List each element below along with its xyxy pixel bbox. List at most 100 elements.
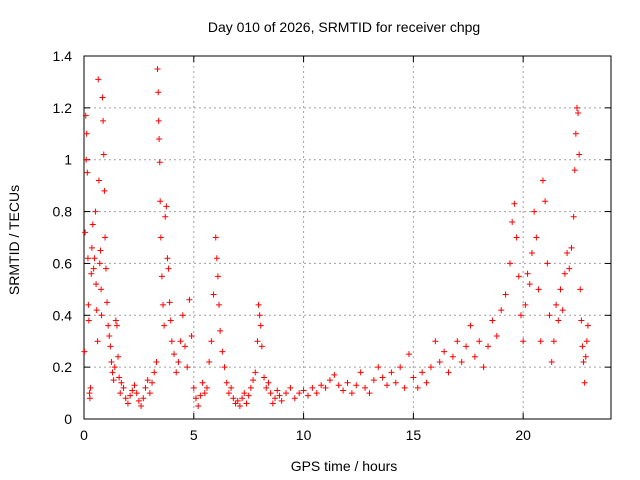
data-point [531, 208, 538, 215]
data-point [228, 384, 235, 391]
data-point [93, 307, 100, 314]
data-point [131, 382, 138, 389]
data-point [106, 333, 113, 340]
data-point [102, 234, 109, 241]
data-point [252, 369, 259, 376]
data-point [99, 94, 106, 101]
data-point [463, 343, 470, 350]
data-point [146, 390, 153, 397]
data-point [584, 322, 591, 329]
data-point [104, 299, 111, 306]
data-point [572, 130, 579, 137]
data-point [344, 379, 351, 386]
data-point [254, 338, 261, 345]
data-point [579, 343, 586, 350]
data-point [502, 291, 509, 298]
data-point [214, 273, 221, 280]
data-point [436, 358, 443, 365]
data-point [208, 338, 215, 345]
data-point [113, 322, 120, 329]
data-point [85, 317, 92, 324]
data-point [107, 343, 114, 350]
data-point [129, 387, 136, 394]
data-point [105, 322, 112, 329]
data-point [82, 112, 89, 119]
data-point [160, 301, 167, 308]
data-point [583, 338, 590, 345]
data-point [283, 390, 290, 397]
data-point [267, 390, 274, 397]
data-point [98, 286, 105, 293]
data-point [379, 374, 386, 381]
data-point [239, 395, 246, 402]
data-point [445, 369, 452, 376]
data-point [98, 312, 105, 319]
data-point [212, 234, 219, 241]
data-point [366, 390, 373, 397]
data-point [96, 260, 103, 267]
data-point [458, 358, 465, 365]
data-point [576, 151, 583, 158]
data-point [471, 353, 478, 360]
data-point [108, 358, 115, 365]
data-point [544, 260, 551, 267]
data-point [140, 395, 147, 402]
data-point [156, 159, 163, 166]
data-point [265, 379, 272, 386]
data-point [127, 392, 134, 399]
y-tick-label: 1.4 [53, 48, 73, 64]
data-point [542, 198, 549, 205]
data-point [221, 364, 228, 371]
data-point [122, 395, 129, 402]
data-point [550, 338, 557, 345]
data-point [582, 353, 589, 360]
data-point [89, 221, 96, 228]
data-point [533, 234, 540, 241]
data-point [524, 270, 531, 277]
data-point [144, 377, 151, 384]
data-point [197, 392, 204, 399]
data-point [555, 317, 562, 324]
data-point [573, 104, 580, 111]
data-point [111, 364, 118, 371]
data-point [392, 379, 399, 386]
data-point [155, 89, 162, 96]
data-point [322, 384, 329, 391]
data-point [506, 260, 513, 267]
x-tick-label: 0 [80, 427, 88, 443]
data-point [258, 343, 265, 350]
data-point [564, 250, 571, 257]
chart-title: Day 010 of 2026, SRMTID for receiver chp… [208, 19, 480, 35]
data-point [84, 169, 91, 176]
data-point [335, 382, 342, 389]
data-point [384, 382, 391, 389]
data-point [410, 374, 417, 381]
data-point [225, 390, 232, 397]
data-point [142, 384, 149, 391]
data-point [110, 377, 117, 384]
data-point [269, 400, 276, 407]
x-axis-title: GPS time / hours [291, 458, 398, 474]
data-point [493, 333, 500, 340]
data-point [182, 343, 189, 350]
data-point [340, 387, 347, 394]
data-point [219, 348, 226, 355]
data-point [157, 198, 164, 205]
data-point [94, 338, 101, 345]
data-point [173, 369, 180, 376]
data-point [81, 348, 88, 355]
x-tick-label: 10 [296, 427, 312, 443]
data-point [291, 395, 298, 402]
data-point [112, 317, 119, 324]
data-point [423, 379, 430, 386]
data-point [109, 369, 116, 376]
y-tick-label: 1 [64, 152, 72, 168]
data-point [427, 364, 434, 371]
data-point [184, 364, 191, 371]
data-point [566, 265, 573, 272]
x-tick-label: 15 [406, 427, 422, 443]
data-point [419, 369, 426, 376]
data-point [117, 390, 124, 397]
data-point [201, 390, 208, 397]
data-point [118, 379, 125, 386]
